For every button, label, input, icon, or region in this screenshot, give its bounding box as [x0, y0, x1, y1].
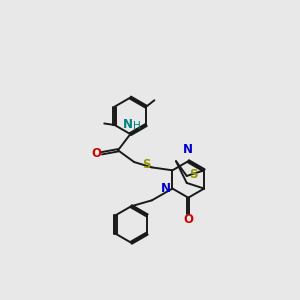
- Text: S: S: [189, 168, 197, 181]
- Text: H: H: [133, 121, 141, 131]
- Text: N: N: [123, 118, 133, 131]
- Text: N: N: [161, 182, 171, 195]
- Text: O: O: [92, 147, 101, 160]
- Text: O: O: [183, 213, 193, 226]
- Text: S: S: [142, 158, 151, 171]
- Text: N: N: [183, 143, 193, 156]
